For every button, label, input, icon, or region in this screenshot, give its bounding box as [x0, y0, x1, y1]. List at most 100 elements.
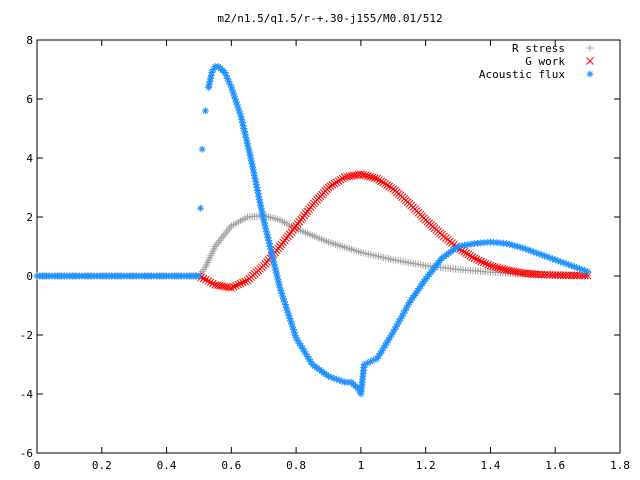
data-point — [373, 174, 381, 183]
data-point — [201, 107, 209, 115]
y-tick-label: 0 — [26, 270, 33, 283]
data-point — [379, 178, 388, 187]
x-tick-label: 0.2 — [92, 459, 112, 472]
data-point — [468, 253, 477, 261]
y-tick-label: -2 — [20, 329, 33, 342]
data-point — [213, 281, 222, 290]
data-point — [340, 173, 349, 182]
series-acoustic-flux — [33, 63, 592, 398]
x-tick-label: 0.4 — [157, 459, 177, 472]
data-point — [208, 279, 217, 288]
data-point — [251, 175, 259, 183]
legend-marker-acoustic-flux — [586, 70, 594, 78]
data-point — [343, 172, 351, 181]
data-point — [347, 172, 356, 180]
y-tick-label: 4 — [26, 152, 33, 165]
plot-border — [36, 39, 621, 454]
data-point — [470, 254, 479, 263]
data-point — [488, 262, 497, 271]
y-tick-label: 8 — [26, 34, 33, 47]
data-point — [197, 204, 205, 212]
legend-marker-r-stress — [586, 44, 594, 52]
data-point — [486, 261, 495, 270]
data-point — [498, 264, 506, 273]
y-tick-label: 6 — [26, 93, 33, 106]
legend-label-r-stress: R stress — [512, 42, 565, 55]
data-point — [481, 259, 490, 268]
legend-label-acoustic-flux: Acoustic flux — [479, 68, 565, 81]
data-point — [475, 256, 483, 265]
data-point — [229, 282, 238, 291]
x-tick-label: 1.2 — [416, 459, 436, 472]
data-point — [222, 283, 231, 291]
y-tick-label: -6 — [20, 447, 33, 460]
data-point — [345, 172, 354, 181]
data-point — [198, 145, 206, 153]
x-tick-label: 0.8 — [286, 459, 306, 472]
data-point — [514, 268, 523, 277]
legend-label-g-work: G work — [525, 55, 565, 68]
data-point — [584, 268, 592, 276]
data-point — [512, 267, 520, 276]
x-tick-label: 1.4 — [481, 459, 501, 472]
data-point — [493, 263, 502, 272]
data-point — [211, 280, 219, 289]
data-point — [491, 263, 499, 271]
x-tick-label: 1.8 — [610, 459, 630, 472]
data-point — [387, 183, 396, 192]
x-tick-label: 1.6 — [545, 459, 565, 472]
data-point — [359, 171, 368, 179]
data-point — [220, 282, 229, 291]
data-point — [234, 104, 242, 112]
data-point — [377, 177, 385, 186]
data-point — [507, 267, 516, 275]
legend-marker-g-work — [586, 57, 594, 65]
data-point — [278, 289, 286, 297]
data-point — [218, 282, 226, 290]
data-point — [350, 171, 358, 180]
data-point — [336, 175, 345, 184]
data-point — [236, 110, 244, 118]
data-point — [241, 277, 250, 286]
data-point — [326, 182, 335, 191]
chart-title: m2/n1.5/q1.5/r-+.30-j155/M0.01/512 — [217, 12, 442, 25]
data-point — [462, 249, 471, 257]
data-point — [357, 170, 365, 179]
data-point — [258, 207, 266, 215]
data-point — [206, 278, 215, 287]
y-tick-label: 2 — [26, 211, 33, 224]
data-point — [368, 173, 377, 182]
data-point — [370, 174, 379, 182]
data-point — [460, 247, 468, 256]
data-point — [472, 255, 481, 264]
data-point — [352, 171, 361, 179]
data-point — [477, 257, 486, 266]
data-point — [417, 282, 425, 290]
data-point — [385, 182, 394, 191]
x-tick-label: 0 — [34, 459, 41, 472]
data-point — [532, 249, 540, 257]
data-point — [202, 275, 210, 284]
data-point — [466, 251, 475, 260]
x-tick-label: 0.6 — [221, 459, 241, 472]
data-point — [239, 278, 247, 287]
series-g-work — [195, 170, 592, 292]
data-point — [495, 264, 504, 273]
data-point — [366, 172, 374, 181]
data-point — [479, 258, 488, 267]
data-point — [334, 177, 343, 185]
data-point — [232, 281, 240, 290]
data-point — [328, 181, 337, 189]
data-point — [227, 283, 236, 292]
data-point — [381, 179, 390, 188]
data-point — [254, 189, 262, 197]
data-point — [375, 176, 383, 184]
x-tick-label: 1 — [358, 459, 365, 472]
data-point — [195, 272, 203, 280]
series-layer — [33, 63, 592, 398]
data-point — [332, 178, 341, 187]
legend: R stress G work Acoustic flux — [479, 42, 594, 81]
data-point — [500, 265, 509, 274]
data-point — [502, 266, 511, 274]
